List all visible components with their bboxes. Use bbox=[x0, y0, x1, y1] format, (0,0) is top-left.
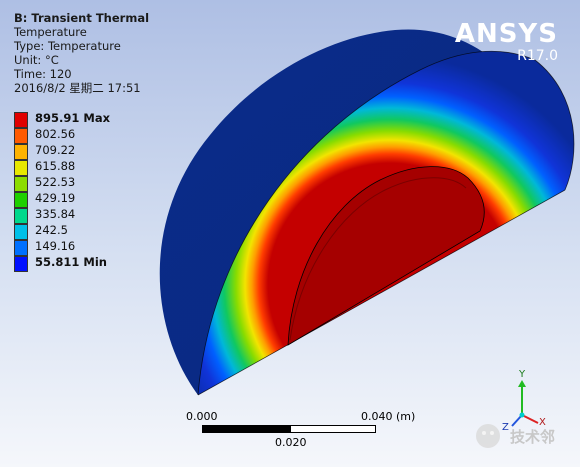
legend-entry: 55.811 Min bbox=[14, 256, 154, 272]
legend-entry: 149.16 bbox=[14, 240, 154, 256]
hot-core bbox=[287, 166, 485, 346]
result-unit: Unit: °C bbox=[14, 53, 59, 67]
legend-label: 709.22 bbox=[35, 143, 76, 157]
legend-swatch bbox=[14, 224, 28, 240]
core-inner-edge bbox=[289, 177, 467, 341]
coordinate-triad bbox=[511, 380, 539, 427]
brand-name: ANSYS bbox=[454, 19, 558, 49]
legend-entry: 335.84 bbox=[14, 208, 154, 224]
triad-z-label: Z bbox=[502, 422, 509, 433]
scale-start-label: 0.000 bbox=[186, 410, 218, 423]
legend-entry: 429.19 bbox=[14, 192, 154, 208]
legend-swatch bbox=[14, 192, 28, 208]
legend-entry: 802.56 bbox=[14, 128, 154, 144]
legend-label: 522.53 bbox=[35, 175, 76, 189]
result-timestamp: 2016/8/2 星期二 17:51 bbox=[14, 81, 141, 95]
legend-swatch bbox=[14, 160, 28, 176]
legend-swatch bbox=[14, 240, 28, 256]
section-edge bbox=[197, 50, 575, 396]
legend-entry: 242.5 bbox=[14, 224, 154, 240]
legend-label: 802.56 bbox=[35, 127, 76, 141]
triad-y-label: Y bbox=[519, 369, 526, 380]
legend-swatch bbox=[14, 256, 28, 272]
legend-entry: 522.53 bbox=[14, 176, 154, 192]
legend-label: 149.16 bbox=[35, 239, 76, 253]
watermark-mascot-icon bbox=[476, 424, 500, 448]
legend-label: 242.5 bbox=[35, 223, 68, 237]
watermark-text: 技术邻 bbox=[510, 428, 556, 446]
base-edge bbox=[197, 189, 566, 396]
legend-label: 615.88 bbox=[35, 159, 76, 173]
scale-bar-white bbox=[290, 425, 376, 433]
result-name: Temperature bbox=[14, 25, 87, 39]
legend-label: 55.811 Min bbox=[35, 255, 107, 269]
scale-bar-black bbox=[202, 425, 290, 433]
ansys-logo: ANSYS R17.0 bbox=[455, 20, 558, 63]
legend-swatch bbox=[14, 176, 28, 192]
legend-swatch bbox=[14, 128, 28, 144]
result-type: Type: Temperature bbox=[14, 39, 121, 53]
legend-swatch bbox=[14, 144, 28, 160]
result-info-panel: B: Transient Thermal Temperature Type: T… bbox=[14, 11, 149, 95]
analysis-title: B: Transient Thermal bbox=[14, 11, 150, 25]
legend-label: 429.19 bbox=[35, 191, 76, 205]
legend-swatch bbox=[14, 112, 28, 128]
result-time: Time: 120 bbox=[14, 67, 72, 81]
legend-entry: 895.91 Max bbox=[14, 112, 154, 128]
triad-x-label: X bbox=[539, 417, 546, 428]
legend-label: 335.84 bbox=[35, 207, 76, 221]
brand-version: R17.0 bbox=[517, 48, 558, 64]
watermark: 技术邻 bbox=[470, 418, 570, 454]
legend-swatch bbox=[14, 208, 28, 224]
legend-entry: 615.88 bbox=[14, 160, 154, 176]
scale-mid-label: 0.020 bbox=[275, 436, 307, 449]
legend-label: 895.91 Max bbox=[35, 111, 111, 125]
scale-end-label: 0.040 (m) bbox=[361, 410, 416, 423]
legend-entry: 709.22 bbox=[14, 144, 154, 160]
